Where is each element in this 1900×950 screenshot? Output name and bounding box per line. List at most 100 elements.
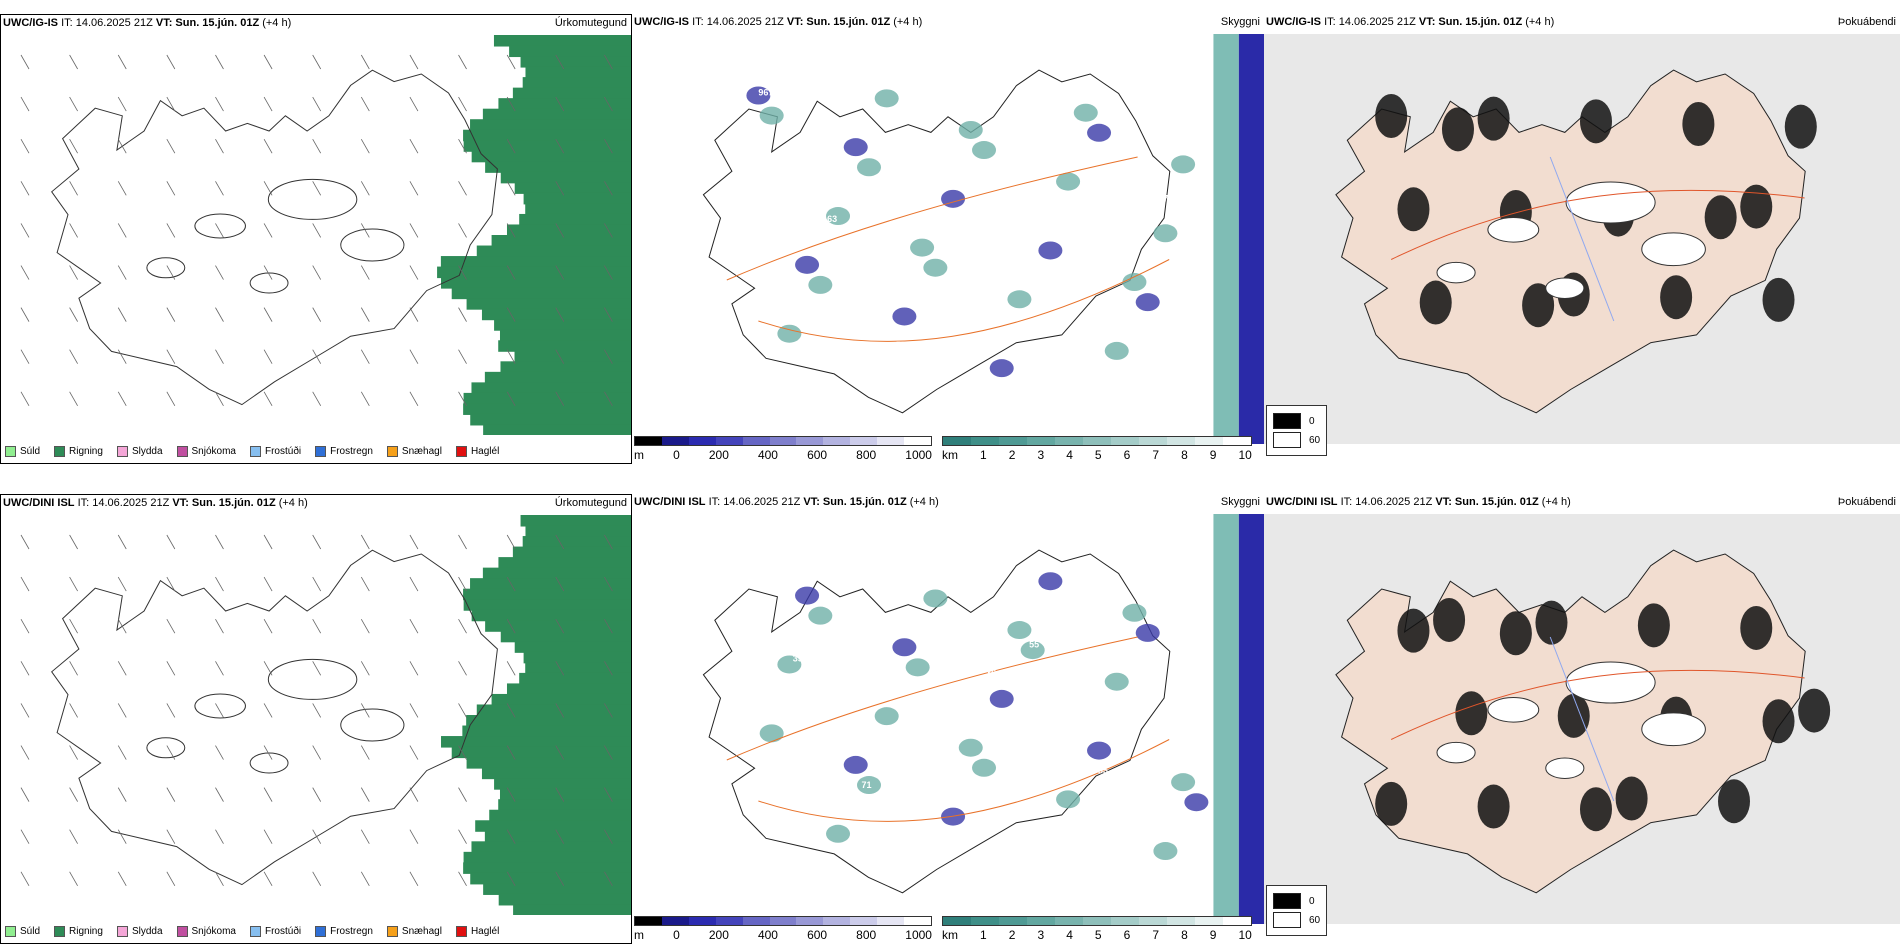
glacier [1436,261,1476,284]
scale-tick-label: 0 [673,448,680,462]
cloudbase-scale: m 0 200 400 600 800 1000 [634,436,932,462]
legend-swatch [455,446,467,457]
scale-color-step [1195,917,1223,925]
precip-legend-item: Frostúði [249,926,301,937]
scale-color-step [850,437,878,445]
product-type: Þokuábendi [1837,496,1896,508]
glacier [1545,757,1585,779]
precip-legend-item: Snæhagl [386,926,442,937]
fog-indicator-panel: UWC/IG-IS IT: 14.06.2025 21Z VT: Sun. 15… [1264,14,1900,464]
legend-label: Frostregn [330,446,373,457]
scale-tick-label: 800 [856,928,877,942]
land-area [1335,69,1806,414]
scale-tick-label: 6 [1123,448,1131,462]
cloudbase-value-label: 38 [797,320,807,330]
scale-color-step [1027,437,1055,445]
scale-tick-label: 0 [673,928,680,942]
cloudbase-value-label: 108 [909,131,924,141]
glacier-outline [146,737,186,759]
scale-color-step [742,917,770,925]
cloudbase-value-label: 17 [883,263,893,273]
valid-time: Sun. 15.jún. 01Z [175,17,263,29]
scale-tick-label: 5 [1094,448,1102,462]
legend-label: Súld [20,926,41,937]
valid-time-label: VT: [803,496,823,508]
cloudbase-value-label: 55 [896,340,906,350]
cloudbase-value-label: 96 [1167,605,1177,615]
scale-tick-label: 2 [1008,928,1016,942]
legend-label: Snjókoma [191,446,236,457]
legend-swatch [5,446,16,457]
precip-legend-item: Frostregn [315,926,373,937]
scale-color-step [1027,917,1055,925]
iceland-map [20,35,631,435]
scale-color-step [1223,917,1251,925]
scale-color-step [661,917,689,925]
fog-min-swatch [1273,893,1301,909]
legend-label: Súld [20,446,41,457]
valid-time-label: VT: [155,17,176,29]
panel-title: UWC/IG-IS IT: 14.06.2025 21Z VT: Sun. 15… [1266,16,1554,28]
legend-label: Snæhagl [401,446,442,457]
precip-legend-item: Haglél [455,446,499,457]
rain-area [437,35,631,435]
fog-indicator-panel: UWC/DINI ISL IT: 14.06.2025 21Z VT: Sun.… [1264,494,1900,944]
scale-tick-label: 3 [1037,928,1045,942]
cloudbase-value-label: 70 [1132,326,1142,336]
scale-color-step [1139,917,1167,925]
scale-color-step [999,917,1027,925]
cloudbase-scale: m 0 200 400 600 800 1000 [634,916,932,942]
sea-visibility-band [1213,514,1239,924]
scale-tick-label: 7 [1152,448,1160,462]
cloudbase-value-label: 35 [1076,277,1086,287]
cloudbase-value-label: 218 [840,291,855,301]
scale-tick-label: 600 [807,448,828,462]
coastline [702,69,1171,414]
cloudbase-value-label: 63 [827,214,837,224]
cloudbase-value-label: 68 [973,590,983,600]
legend-label: Slydda [131,926,163,937]
legend-swatch [249,926,261,937]
scale-color-step [1083,437,1111,445]
scale-color-step [1139,437,1167,445]
scale-color-step [850,917,878,925]
sea-low-visibility [1238,34,1264,444]
cloudbase-value-label: 46 [771,165,781,175]
river [1549,156,1615,322]
scale-color-step [877,917,905,925]
precip-legend-item: Rigning [54,926,103,937]
lead-time: (+4 h) [278,497,308,509]
glacier [1641,232,1706,267]
scale-unit: km [942,928,958,942]
roads [726,156,1170,342]
cloudbase-value-label: 65 [1008,151,1018,161]
cloudbase-value-label: 50 [806,731,816,741]
panel-title: UWC/IG-IS IT: 14.06.2025 21Z VT: Sun. 15… [3,17,291,29]
legend-label: Rigning [69,446,103,457]
cloudbase-value-label: 67 [1111,843,1121,853]
init-time: IT: 14.06.2025 21Z [61,17,156,29]
cloudbase-value-label: 20 [784,242,794,252]
scale-color-step [661,437,689,445]
scale-color-step [1111,437,1139,445]
cloudbase-value-label: 25 [917,829,927,839]
cloudbase-value-label: 57 [978,257,988,267]
coastline [51,69,498,406]
cloudbase-value-label: 164 [853,369,868,379]
glacier [1565,661,1656,704]
model-name: UWC/IG-IS [634,16,689,28]
cloudbase-value-label: 55 [849,702,859,712]
model-name: UWC/DINI ISL [1266,496,1338,508]
scale-tick-label: 4 [1066,928,1073,942]
scale-tick-label: 400 [757,928,778,942]
coastline [51,549,498,886]
cloudbase-value-label: 11 [1021,228,1031,238]
scale-tick-label: 7 [1152,928,1160,942]
scale-tick-label: 8 [1181,448,1188,462]
scale-tick-label: 4 [1066,448,1073,462]
fog-max-label: 60 [1309,434,1321,446]
visibility-scale: km 1 2 3 4 5 6 7 8 9 10 [942,436,1252,462]
wind-barbs [20,54,613,407]
cloud-cells [759,572,1209,861]
iceland-map [1264,514,1900,924]
